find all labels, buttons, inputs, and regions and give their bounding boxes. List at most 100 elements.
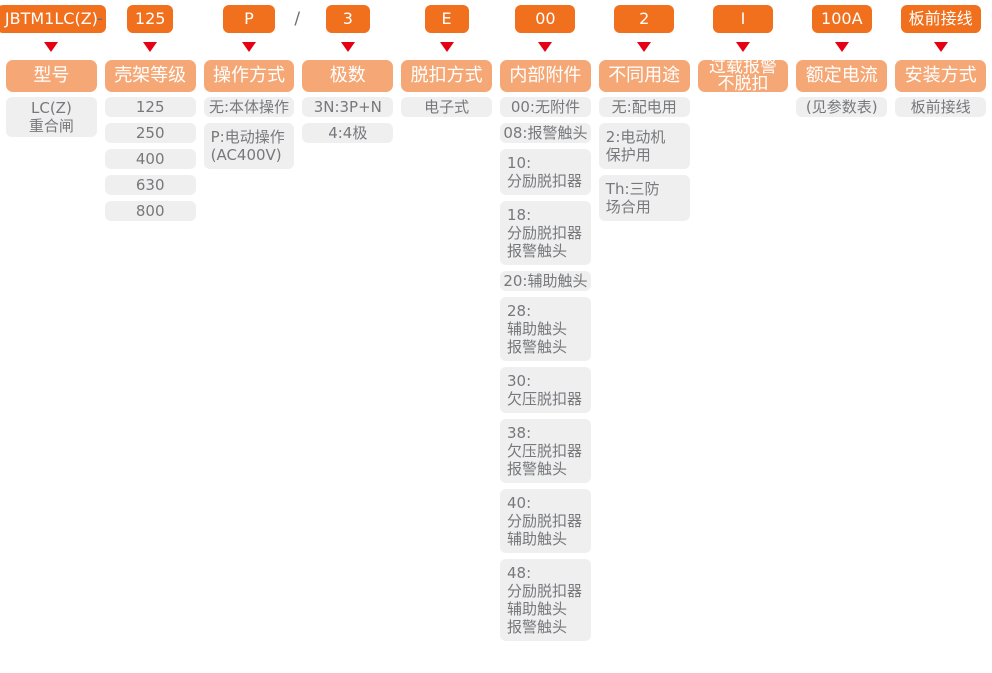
- column-installation: 板前接线 安装方式 板前接线: [895, 5, 986, 117]
- code-separator: -: [96, 9, 103, 29]
- option-item: 400: [104, 149, 196, 169]
- code-badge-row: E: [401, 5, 492, 33]
- option-line: 无:本体操作: [208, 98, 290, 116]
- option-line: 48:: [507, 564, 532, 582]
- field-label-line: 极数: [329, 65, 366, 86]
- option-line: 辅助触头: [507, 320, 568, 338]
- field-label-line: 内部附件: [509, 65, 582, 86]
- option-line: 无:配电用: [611, 98, 677, 116]
- option-item: 08:报警触头: [500, 123, 591, 143]
- option-item: 无:本体操作: [203, 97, 295, 117]
- option-line: 欠压脱扣器: [507, 390, 583, 408]
- option-line: 重合闸: [28, 117, 74, 135]
- down-arrow-icon: [834, 41, 849, 52]
- option-line: P:电动操作: [210, 128, 285, 146]
- option-line: 08:报警触头: [503, 124, 588, 142]
- option-item: 28: 辅助触头 报警触头: [500, 297, 591, 361]
- option-item: 板前接线: [895, 97, 986, 117]
- option-item: P:电动操作 (AC400V): [203, 123, 295, 169]
- options-list: 无:配电用 2:电动机 保护用 Th:三防 场合用: [598, 97, 690, 221]
- field-label: 极数: [302, 60, 394, 92]
- option-line: 125: [135, 98, 165, 116]
- options-list: 3N:3P+N 4:4极: [302, 97, 394, 143]
- option-item: 125: [104, 97, 196, 117]
- options-list: 00:无附件 08:报警触头 10: 分励脱扣器 18: 分励脱扣器 报警触头 20:辅助触头…: [500, 97, 591, 641]
- code-badge-row: P: [204, 5, 295, 33]
- code-badge: JBTM1LC(Z): [0, 5, 106, 33]
- code-separator: /: [294, 9, 301, 29]
- option-line: 40:: [507, 494, 532, 512]
- code-badge: P: [222, 5, 275, 33]
- option-line: 630: [135, 176, 165, 194]
- field-label: 型号: [6, 60, 97, 92]
- code-badge-row: 00: [500, 5, 591, 33]
- code-badge-row: I: [698, 5, 789, 33]
- down-arrow-icon: [241, 41, 256, 52]
- field-label: 脱扣方式: [401, 60, 492, 92]
- field-label-line: 额定电流: [805, 65, 878, 86]
- options-list: 125 250 400 630 800: [104, 97, 196, 221]
- option-line: 800: [135, 202, 165, 220]
- option-line: (AC400V): [210, 146, 282, 164]
- code-badge: 100A: [811, 5, 872, 33]
- field-label: 内部附件: [500, 60, 591, 92]
- field-label: 壳架等级: [104, 60, 196, 92]
- column-operation-mode: P 操作方式无:本体操作 P:电动操作 (AC400V): [203, 5, 295, 169]
- option-item: LC(Z) 重合闸: [6, 97, 97, 137]
- field-label-line: 操作方式: [212, 65, 285, 86]
- field-label-line: 脱扣方式: [410, 65, 483, 86]
- option-line: 分励脱扣器: [507, 512, 583, 530]
- option-item: 18: 分励脱扣器 报警触头: [500, 201, 591, 265]
- code-badge: 2: [614, 5, 675, 33]
- option-line: 报警触头: [507, 618, 568, 636]
- option-line: 场合用: [605, 198, 651, 216]
- column-frame-rating: - 125 壳架等级 125 250 400 630 800: [97, 5, 196, 221]
- option-item: 38: 欠压脱扣器 报警触头: [500, 419, 591, 483]
- arrow-zone: [599, 33, 690, 60]
- field-label: 过载报警 不脱扣: [697, 57, 789, 93]
- option-item: 4:4极: [302, 123, 394, 143]
- code-badge: 00: [515, 5, 576, 33]
- field-label-line: 不同用途: [608, 65, 681, 86]
- option-line: Th:三防: [605, 180, 660, 198]
- code-badge-row: 125: [105, 5, 196, 33]
- down-arrow-icon: [538, 41, 553, 52]
- code-badge-row: 100A: [796, 5, 887, 33]
- option-item: 无:配电用: [598, 97, 690, 117]
- option-line: 28:: [507, 302, 532, 320]
- option-line: 欠压脱扣器: [507, 442, 583, 460]
- arrow-zone: [401, 33, 492, 60]
- option-item: Th:三防 场合用: [598, 175, 690, 221]
- option-item: 48: 分励脱扣器 辅助触头 报警触头: [500, 559, 591, 641]
- arrow-zone: [6, 33, 97, 60]
- option-line: 30:: [507, 372, 532, 390]
- option-line: 保护用: [605, 146, 651, 164]
- column-internal-accessories: 00 内部附件 00:无附件 08:报警触头 10: 分励脱扣器 18: 分励脱扣器 报警触头 2…: [500, 5, 591, 641]
- options-list: (见参数表): [796, 97, 888, 117]
- code-badge: I: [712, 5, 773, 33]
- column-overload-alarm-no-trip: I 过载报警 不脱扣: [697, 5, 789, 97]
- option-item: 电子式: [401, 97, 492, 117]
- arrow-zone: [105, 33, 196, 60]
- code-badge-row: 3: [302, 5, 393, 33]
- option-line: LC(Z): [30, 99, 72, 117]
- code-badge: 125: [126, 5, 174, 33]
- option-item: 10: 分励脱扣器: [500, 149, 591, 195]
- arrow-zone: [204, 33, 295, 60]
- option-item: 3N:3P+N: [302, 97, 394, 117]
- down-arrow-icon: [340, 41, 355, 52]
- option-line: 报警触头: [507, 338, 568, 356]
- option-line: 250: [135, 124, 165, 142]
- option-line: 2:电动机: [605, 128, 666, 146]
- option-line: 分励脱扣器: [507, 224, 583, 242]
- option-item: 40: 分励脱扣器 辅助触头: [500, 489, 591, 553]
- option-item: 800: [104, 201, 196, 221]
- option-line: 00:无附件: [510, 98, 580, 116]
- field-label-line: 过载报警: [708, 57, 777, 77]
- option-item: 630: [104, 175, 196, 195]
- option-item: 250: [104, 123, 196, 143]
- down-arrow-icon: [933, 41, 948, 52]
- option-line: 4:4极: [328, 124, 368, 142]
- column-poles: / 3 极数 3N:3P+N 4:4极: [294, 5, 394, 143]
